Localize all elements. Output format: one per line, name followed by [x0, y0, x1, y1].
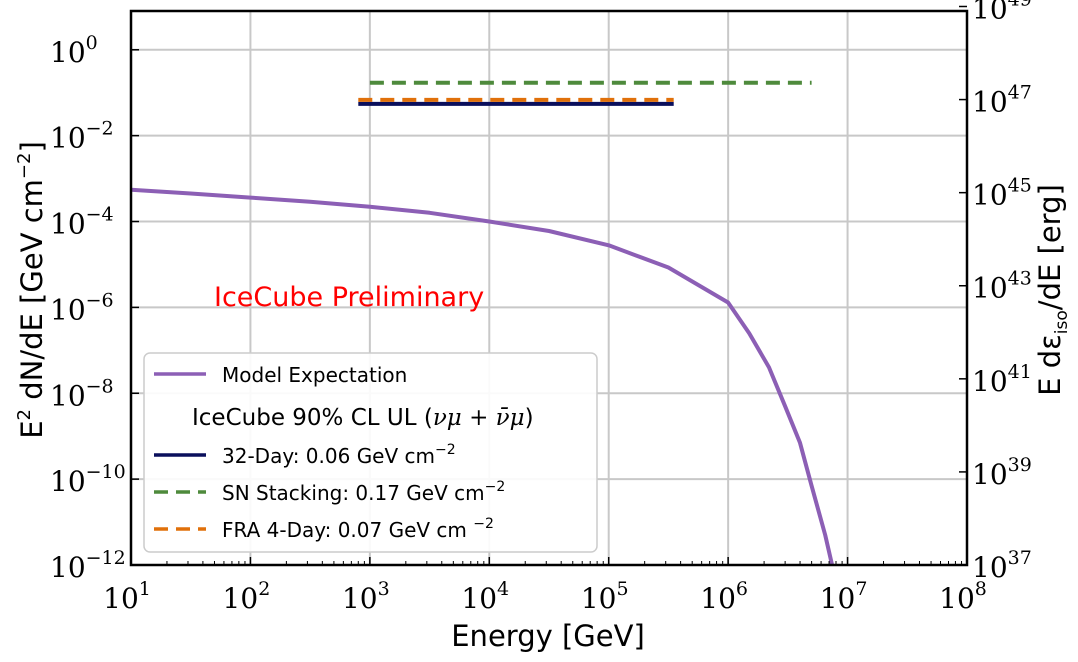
y-tick-label: 10−10 — [50, 461, 126, 498]
y-axis-label: E2 dN/dE [GeV cm−2] — [14, 141, 49, 439]
legend-label-model: Model Expectation — [222, 363, 407, 387]
annotation-icecube-preliminary: IceCube Preliminary — [214, 282, 484, 313]
y2-tick-label: 1045 — [972, 175, 1032, 212]
series-line-0 — [131, 187, 848, 565]
legend: Model Expectation IceCube 90% CL UL (νμ … — [143, 352, 598, 553]
x-axis-label: Energy [GeV] — [451, 619, 645, 653]
x-tick-label: 101 — [103, 578, 151, 615]
y2-tick-label: 1037 — [972, 547, 1032, 584]
legend-box — [143, 352, 598, 553]
y-tick-label: 10−12 — [50, 547, 126, 584]
x-tick-label: 103 — [342, 578, 390, 615]
y-label-unit-sup: −2 — [14, 153, 35, 180]
y-label-rest: dN/dE [GeV cm — [15, 179, 49, 409]
legend-label-32day: 32-Day: 0.06 GeV cm−2 — [222, 442, 456, 468]
y-tick-label: 100 — [50, 32, 98, 69]
y-tick-label: 10−4 — [50, 204, 114, 241]
x-tick-label: 108 — [939, 578, 987, 615]
legend-title-close: ) — [525, 405, 534, 431]
x-tick-label: 106 — [700, 578, 748, 615]
y-label-close: ] — [15, 141, 49, 152]
y2-tick-label: 1049 — [972, 0, 1032, 25]
y2-axis-label: E dεiso/dE [erg] — [1033, 184, 1072, 396]
y-label-main: E — [15, 420, 49, 438]
plot-frame — [129, 9, 969, 567]
y-tick-label: 10−8 — [50, 375, 114, 412]
y-tick-label: 10−2 — [50, 118, 114, 155]
x-tick-label: 107 — [820, 578, 868, 615]
y2-tick-label: 1039 — [972, 454, 1032, 491]
x-tick-label: 104 — [461, 578, 509, 615]
y2-tick-label: 1041 — [972, 361, 1032, 398]
legend-title-text: IceCube 90% CL UL ( — [192, 405, 433, 431]
x-tick-label: 105 — [581, 578, 629, 615]
y2-label-suffix: /dE [erg] — [1033, 184, 1067, 310]
legend-label-fra-4day: FRA 4-Day: 0.07 GeV cm −2 — [222, 516, 494, 542]
legend-title: IceCube 90% CL UL (νμ + ν̄μ) — [192, 405, 534, 431]
y2-label-prefix: E dε — [1033, 334, 1067, 396]
legend-title-math: νμ + ν̄μ — [433, 405, 525, 431]
series-layer — [131, 80, 848, 565]
y2-tick-label: 1047 — [972, 82, 1032, 119]
tick-layer: 101 102 103 104 105 106 107 108 100 10−2 10−4 10−6 1… — [50, 0, 1032, 615]
legend-label-sn-stacking: SN Stacking: 0.17 GeV cm−2 — [222, 479, 505, 505]
y-tick-label: 10−6 — [50, 289, 114, 326]
y2-tick-label: 1043 — [972, 268, 1032, 305]
y2-label-sub: iso — [1052, 310, 1072, 334]
x-tick-label: 102 — [223, 578, 271, 615]
y-label-sup: 2 — [14, 409, 35, 420]
